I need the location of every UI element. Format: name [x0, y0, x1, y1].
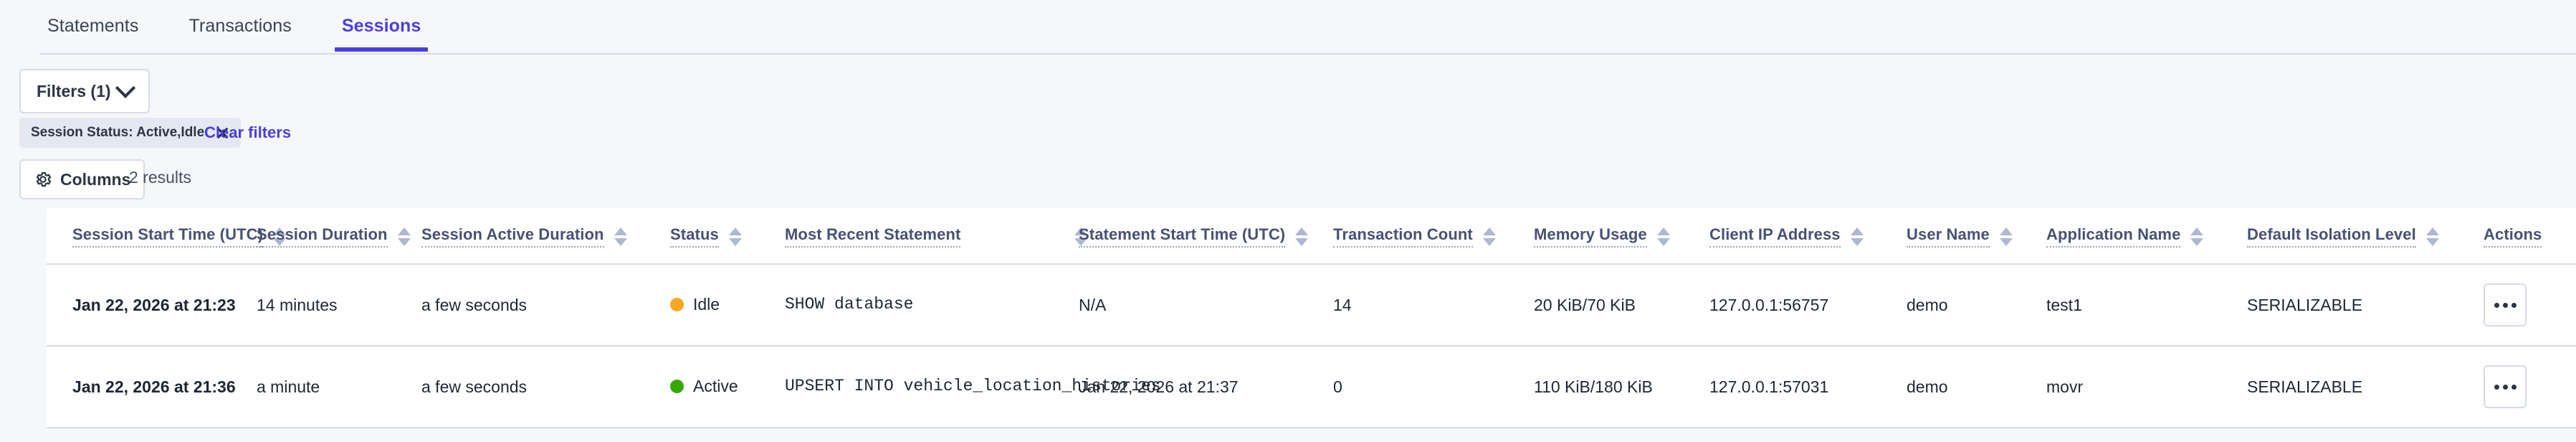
- cell-actions: [2484, 264, 2576, 347]
- cell-statement-start-time: Jan 22, 2026 at 21:37: [1079, 346, 1333, 428]
- col-actions[interactable]: Actions: [2484, 208, 2576, 265]
- chevron-down-icon: [115, 77, 135, 98]
- clear-filters-link[interactable]: Clear filters: [204, 123, 292, 141]
- cell-user-name: demo: [1907, 264, 2046, 347]
- cell-transaction-count: 14: [1333, 264, 1534, 347]
- tab-sessions[interactable]: Sessions: [334, 0, 429, 52]
- cell-session-start-time: Jan 22, 2026 at 21:23: [47, 264, 257, 347]
- sessions-table: Session Start Time (UTC) Session Duratio…: [47, 208, 2576, 428]
- tab-bar: Statements Transactions Sessions: [0, 0, 2576, 55]
- columns-button-label: Columns: [60, 169, 131, 189]
- filters-button-label: Filters (1): [37, 81, 111, 100]
- cell-default-isolation-level: SERIALIZABLE: [2247, 264, 2484, 347]
- ellipsis-icon[interactable]: [2484, 283, 2527, 326]
- table-header: Session Start Time (UTC) Session Duratio…: [47, 208, 2576, 265]
- col-application-name[interactable]: Application Name: [2046, 208, 2247, 265]
- col-session-start-time[interactable]: Session Start Time (UTC): [47, 208, 287, 265]
- cell-session-start-time: Jan 22, 2026 at 21:36: [47, 346, 257, 428]
- cell-transaction-count: 0: [1333, 346, 1534, 428]
- cell-session-duration: a minute: [257, 346, 421, 428]
- ellipsis-icon[interactable]: [2484, 365, 2527, 408]
- cell-most-recent-statement[interactable]: SHOW database: [785, 264, 1079, 347]
- tab-statements[interactable]: Statements: [47, 16, 139, 36]
- table-row[interactable]: Jan 22, 2026 at 21:23 14 minutes a few s…: [47, 264, 2576, 347]
- sort-icon[interactable]: [1482, 227, 1496, 246]
- col-memory-usage[interactable]: Memory Usage: [1534, 208, 1709, 265]
- cell-client-ip-address: 127.0.0.1:56757: [1709, 264, 1907, 347]
- sort-icon[interactable]: [1295, 227, 1309, 246]
- sort-icon[interactable]: [2190, 227, 2204, 246]
- sort-icon[interactable]: [1999, 227, 2013, 246]
- cell-client-ip-address: 127.0.0.1:57031: [1709, 346, 1907, 428]
- table-row[interactable]: Jan 22, 2026 at 21:36 a minute a few sec…: [47, 346, 2576, 428]
- col-most-recent-statement[interactable]: Most Recent Statement: [785, 208, 1088, 265]
- gear-icon: [36, 171, 52, 187]
- col-client-ip-address[interactable]: Client IP Address: [1709, 208, 1907, 265]
- col-transaction-count[interactable]: Transaction Count: [1333, 208, 1534, 265]
- cell-user-name: demo: [1907, 346, 2046, 428]
- filters-button[interactable]: Filters (1): [19, 69, 150, 113]
- cell-most-recent-statement[interactable]: UPSERT INTO vehicle_location_histories: [785, 346, 1161, 428]
- sort-icon[interactable]: [728, 227, 742, 246]
- sort-icon[interactable]: [614, 227, 627, 246]
- status-label: Idle: [693, 294, 720, 314]
- filter-chip-label: Session Status: Active,Idle: [31, 125, 205, 140]
- table-header-row: Session Start Time (UTC) Session Duratio…: [47, 208, 2576, 265]
- status-label: Active: [693, 376, 738, 395]
- col-default-isolation-level[interactable]: Default Isolation Level: [2247, 208, 2484, 265]
- results-count: 2 results: [129, 168, 191, 187]
- cell-statement-start-time: N/A: [1079, 264, 1333, 347]
- cell-session-duration: 14 minutes: [257, 264, 421, 347]
- col-statement-start-time[interactable]: Statement Start Time (UTC): [1079, 208, 1333, 265]
- table-body: Jan 22, 2026 at 21:23 14 minutes a few s…: [47, 264, 2576, 428]
- sessions-table-panel: Session Start Time (UTC) Session Duratio…: [47, 208, 2576, 428]
- columns-row: Columns 2 results: [0, 159, 2576, 204]
- sort-icon[interactable]: [2425, 227, 2439, 246]
- columns-button[interactable]: Columns: [19, 159, 146, 199]
- cell-actions: [2484, 346, 2576, 428]
- status-dot-active: [670, 379, 684, 393]
- sort-icon[interactable]: [1850, 227, 1864, 246]
- col-session-duration[interactable]: Session Duration: [257, 208, 421, 265]
- cell-application-name: test1: [2046, 264, 2247, 347]
- cell-session-active-duration: a few seconds: [421, 264, 670, 347]
- cell-memory-usage: 110 KiB/180 KiB: [1534, 346, 1709, 428]
- filter-chip-session-status[interactable]: Session Status: Active,Idle: [19, 118, 242, 148]
- col-status[interactable]: Status: [670, 208, 785, 265]
- cell-application-name: movr: [2046, 346, 2247, 428]
- cell-session-active-duration: a few seconds: [421, 346, 670, 428]
- sort-icon[interactable]: [397, 227, 411, 246]
- tab-transactions[interactable]: Transactions: [189, 16, 292, 36]
- sort-icon[interactable]: [1656, 227, 1670, 246]
- cell-memory-usage: 20 KiB/70 KiB: [1534, 264, 1709, 347]
- col-user-name[interactable]: User Name: [1907, 208, 2046, 265]
- cell-status: Active: [670, 346, 785, 428]
- col-session-active-duration[interactable]: Session Active Duration: [421, 208, 670, 265]
- cell-status: Idle: [670, 264, 785, 347]
- cell-default-isolation-level: SERIALIZABLE: [2247, 346, 2484, 428]
- status-dot-idle: [670, 297, 684, 311]
